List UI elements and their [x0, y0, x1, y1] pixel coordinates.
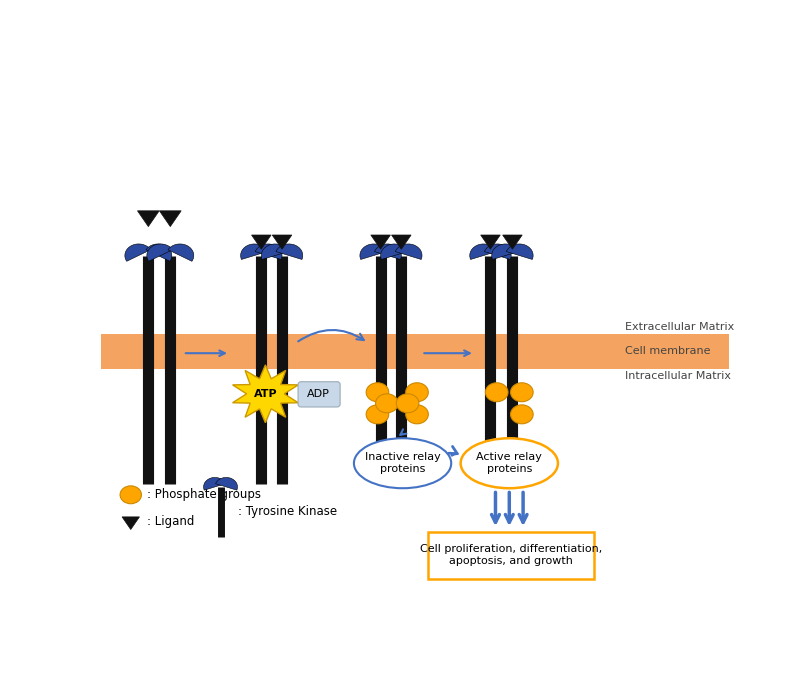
Circle shape — [510, 405, 533, 423]
Circle shape — [366, 405, 389, 423]
Text: Cell proliferation, differentiation,
apoptosis, and growth: Cell proliferation, differentiation, apo… — [420, 544, 602, 566]
Circle shape — [406, 405, 428, 423]
FancyArrowPatch shape — [298, 330, 364, 342]
Wedge shape — [395, 244, 422, 260]
Wedge shape — [203, 477, 225, 490]
Text: ATP: ATP — [254, 389, 277, 399]
Circle shape — [396, 394, 419, 413]
Wedge shape — [215, 477, 237, 490]
Circle shape — [485, 382, 508, 402]
Circle shape — [510, 382, 533, 402]
Wedge shape — [168, 244, 194, 262]
Text: : Phosphate groups: : Phosphate groups — [147, 488, 261, 501]
Wedge shape — [276, 244, 303, 260]
Wedge shape — [506, 244, 533, 260]
Circle shape — [120, 486, 142, 504]
Circle shape — [376, 394, 399, 413]
Wedge shape — [125, 244, 151, 262]
Wedge shape — [255, 244, 282, 260]
Text: Active relay
proteins: Active relay proteins — [476, 452, 542, 474]
Wedge shape — [381, 244, 407, 260]
Text: Extracellular Matrix: Extracellular Matrix — [625, 322, 735, 332]
Bar — [101, 335, 729, 369]
Text: : Ligand: : Ligand — [147, 514, 194, 527]
Wedge shape — [241, 244, 267, 260]
Wedge shape — [374, 244, 401, 260]
Text: Inactive relay
proteins: Inactive relay proteins — [364, 452, 441, 474]
Ellipse shape — [461, 438, 558, 488]
Wedge shape — [146, 244, 172, 262]
Wedge shape — [484, 244, 511, 260]
Text: : Tyrosine Kinase: : Tyrosine Kinase — [238, 505, 337, 518]
FancyArrowPatch shape — [449, 447, 458, 456]
Text: Cell membrane: Cell membrane — [625, 346, 711, 357]
Polygon shape — [232, 365, 298, 423]
FancyBboxPatch shape — [298, 382, 340, 407]
Wedge shape — [492, 244, 518, 260]
Circle shape — [406, 382, 428, 402]
Ellipse shape — [354, 438, 451, 488]
Wedge shape — [360, 244, 386, 260]
Text: Intracellular Matrix: Intracellular Matrix — [625, 372, 731, 381]
Wedge shape — [470, 244, 497, 260]
Circle shape — [366, 382, 389, 402]
Text: ADP: ADP — [307, 389, 330, 399]
FancyBboxPatch shape — [428, 531, 594, 579]
Wedge shape — [262, 244, 288, 260]
Wedge shape — [147, 244, 173, 262]
